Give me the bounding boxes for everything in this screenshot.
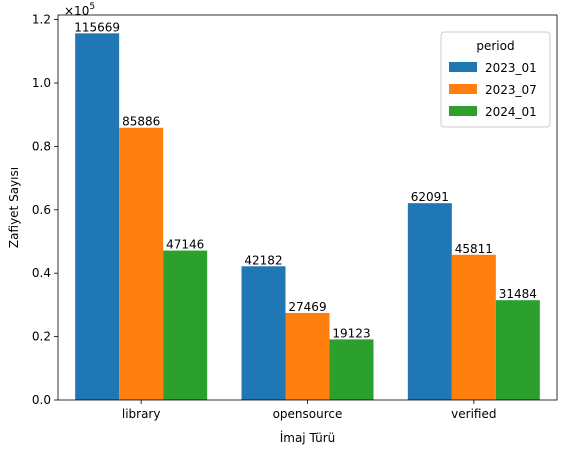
y-axis: 0.0 0.2 0.4 0.6 0.8 1.0 1.2 — [32, 13, 58, 407]
bar-value-label: 45811 — [455, 242, 493, 256]
bar-value-label: 31484 — [499, 287, 537, 301]
bars-group — [75, 33, 540, 401]
y-tick-label: 0.6 — [32, 203, 51, 217]
y-tick-label: 0.4 — [32, 266, 51, 280]
bar-value-label: 27469 — [288, 300, 326, 314]
bar-value-label: 42182 — [244, 253, 282, 267]
bar — [241, 266, 286, 400]
bar — [407, 203, 452, 400]
bar — [75, 33, 120, 401]
bar-value-label: 19123 — [332, 326, 370, 340]
bar-value-label: 47146 — [166, 238, 204, 252]
x-axis-label: İmaj Türü — [280, 430, 336, 445]
y-tick-label: 1.2 — [32, 13, 51, 27]
bar — [451, 254, 496, 400]
bar — [329, 339, 374, 400]
bar — [495, 300, 540, 400]
legend-swatch — [449, 84, 477, 94]
bar-value-label: 85886 — [122, 115, 160, 129]
bar — [163, 250, 208, 400]
x-tick-label: opensource — [273, 407, 343, 421]
y-tick-label: 0.8 — [32, 139, 51, 153]
legend-items: 2023_01 2023_07 2024_01 — [449, 61, 537, 119]
legend-entry-label: 2024_01 — [485, 105, 537, 119]
y-scale-offset: ×105 — [64, 2, 95, 18]
y-tick-label: 0.2 — [32, 330, 51, 344]
legend-swatch — [449, 106, 477, 116]
legend-title: period — [476, 39, 514, 53]
y-axis-label: Zafiyet Sayısı — [7, 167, 21, 248]
data-labels-group: 115669 85886 47146 42182 27469 19123 62091 4581… — [74, 20, 537, 340]
x-axis: library opensource verified — [122, 400, 496, 421]
bar — [119, 127, 164, 401]
x-tick-label: library — [122, 407, 161, 421]
legend-entry-label: 2023_07 — [485, 83, 537, 97]
x-tick-label: verified — [451, 407, 496, 421]
legend: period 2023_01 2023_07 2024_01 — [440, 31, 551, 128]
legend-entry-label: 2023_01 — [485, 61, 537, 75]
bar-value-label: 115669 — [74, 20, 120, 34]
y-tick-label: 0.0 — [32, 393, 51, 407]
y-tick-label: 1.0 — [32, 76, 51, 90]
legend-box — [440, 31, 551, 128]
legend-swatch — [449, 62, 477, 72]
bar — [285, 312, 330, 400]
bar-value-label: 62091 — [411, 190, 449, 204]
